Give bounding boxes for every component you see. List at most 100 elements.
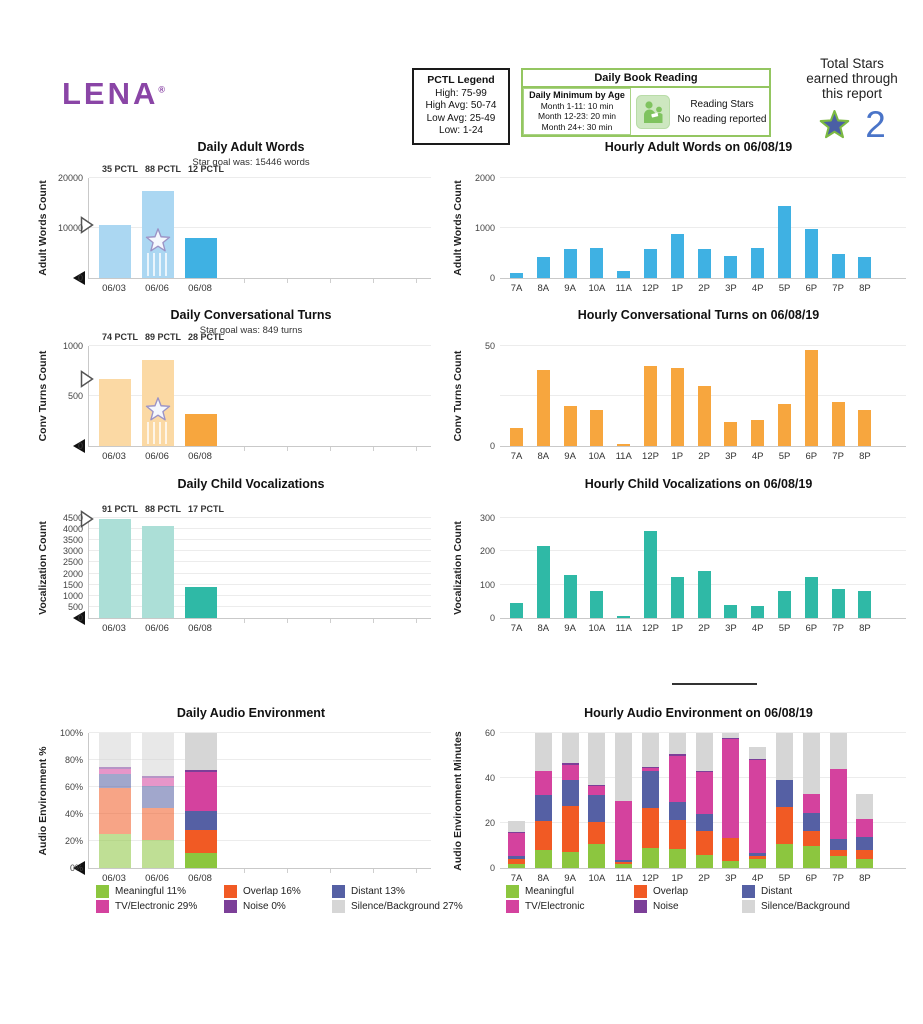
gridline xyxy=(500,550,906,552)
plot-area xyxy=(500,517,906,619)
book-reading-content: Daily Minimum by Age Month 1-11: 10 min … xyxy=(523,88,769,135)
gridline xyxy=(89,572,431,574)
x-axis-tick xyxy=(373,447,374,451)
legend-item: TV/Electronic 29% xyxy=(96,900,224,913)
meaningful-swatch xyxy=(96,885,109,898)
segment-overlap xyxy=(856,850,874,859)
divider-line xyxy=(672,683,757,685)
x-tick-label: 7A xyxy=(510,873,523,884)
legend-item: Meaningful 11% xyxy=(96,885,224,898)
x-tick-label: 7A xyxy=(510,283,523,294)
segment-noise xyxy=(695,771,713,773)
segment-overlap xyxy=(99,787,131,835)
daily-audio-environment-chart: Daily Audio Environment Audio Environment… xyxy=(30,706,431,888)
daily-book-reading-box: Daily Book Reading Daily Minimum by Age … xyxy=(521,68,771,137)
segment-distant xyxy=(802,812,820,831)
segment-tv-electronic xyxy=(508,833,525,856)
segment-tv-electronic xyxy=(695,772,713,814)
x-tick-label: 1P xyxy=(671,451,684,462)
y-tick-label: 20 xyxy=(484,818,495,828)
stacked-bar xyxy=(722,733,740,868)
bar xyxy=(644,249,657,278)
pctl-legend-line: Low Avg: 25-49 xyxy=(426,112,496,124)
pctl-label: 28 PCTL xyxy=(187,332,225,342)
segment-overlap xyxy=(642,808,659,848)
x-tick-label: 11A xyxy=(615,451,632,462)
bar xyxy=(831,402,845,446)
y-tick-label: 0 xyxy=(77,441,83,451)
segment-distant xyxy=(99,773,131,788)
total-star-icon xyxy=(819,109,850,138)
segment-overlap xyxy=(722,837,740,862)
x-tick-label: 11A xyxy=(615,623,632,634)
x-tick-label: 06/06 xyxy=(145,283,169,294)
y-axis-label: Audio Environment % xyxy=(37,745,49,856)
meaningful-swatch xyxy=(506,885,519,898)
reading-stars-cell: Reading Stars No reading reported xyxy=(675,88,769,135)
plot-area xyxy=(500,345,906,447)
gridline xyxy=(89,539,431,541)
stacked-bar xyxy=(856,793,874,868)
y-tick-label: 60 xyxy=(484,728,495,738)
x-tick-label: 9A xyxy=(564,283,576,294)
gridline xyxy=(500,227,906,228)
segment-silence-background xyxy=(722,733,740,738)
y-tick-label: 300 xyxy=(479,513,495,523)
segment-distant xyxy=(185,811,217,830)
x-axis-tick xyxy=(244,619,245,623)
segment-noise xyxy=(722,737,740,739)
plot-area xyxy=(73,177,431,285)
x-tick-label: 8P xyxy=(859,623,871,634)
segment-tv-electronic xyxy=(185,772,217,812)
segment-meaningful xyxy=(668,848,686,868)
segment-noise xyxy=(749,758,767,760)
legend-item: Silence/Background xyxy=(742,900,922,913)
y-tick-label: 200 xyxy=(479,546,495,557)
x-tick-label: 8A xyxy=(537,283,550,294)
segment-silence-background xyxy=(776,733,793,781)
distant-swatch xyxy=(742,885,755,898)
daily-minimum-line: Month 12-23: 20 min xyxy=(538,111,616,121)
x-tick-label: 6P xyxy=(805,623,818,634)
x-axis-tick xyxy=(244,869,245,873)
x-tick-label: 5P xyxy=(778,623,791,634)
reading-stars-label: Reading Stars xyxy=(690,98,754,110)
chart-title: Daily Conversational Turns xyxy=(170,308,332,322)
x-tick-label: 1P xyxy=(671,283,684,294)
bar xyxy=(142,526,174,618)
y-tick-label: 3000 xyxy=(62,546,83,557)
gridline xyxy=(89,732,431,733)
segment-silence-background xyxy=(142,733,174,777)
gridline xyxy=(89,840,431,841)
bar xyxy=(804,350,818,446)
x-axis-tick xyxy=(373,869,374,873)
legend-label: Overlap 16% xyxy=(243,886,301,897)
pctl-legend-box: PCTL Legend High: 75-99 High Avg: 50-74 … xyxy=(412,68,510,145)
segment-overlap xyxy=(802,830,820,846)
y-tick-label: 50 xyxy=(484,341,495,351)
segment-silence-background xyxy=(695,733,713,772)
legend-item: Noise 0% xyxy=(224,900,332,913)
bar xyxy=(697,249,711,278)
pctl-label: 12 PCTL xyxy=(187,164,225,174)
daily-conversational-turns-chart: Daily Conversational Turns Star goal was:… xyxy=(30,308,431,476)
bar xyxy=(751,606,765,618)
x-tick-label: 7P xyxy=(832,451,844,462)
segment-distant xyxy=(142,785,174,808)
segment-distant xyxy=(642,771,659,809)
total-stars-label-line: earned through xyxy=(806,71,898,86)
book-reading-title: Daily Book Reading xyxy=(523,70,769,88)
pctl-legend-line: High: 75-99 xyxy=(435,87,487,99)
segment-tv-electronic xyxy=(561,764,579,781)
x-tick-label: 6P xyxy=(805,283,818,294)
y-axis-label: Audio Environment Minutes xyxy=(452,730,464,871)
x-tick-label: 5P xyxy=(778,451,791,462)
segment-silence-background xyxy=(99,733,131,768)
reading-status: No reading reported xyxy=(677,113,767,125)
x-tick-label: 10A xyxy=(588,451,606,462)
x-tick-label: 1P xyxy=(671,623,684,634)
x-axis-tick xyxy=(287,869,288,873)
chart-subtitle: Star goal was: 849 turns xyxy=(199,325,303,336)
y-tick-label: 2500 xyxy=(62,557,83,568)
